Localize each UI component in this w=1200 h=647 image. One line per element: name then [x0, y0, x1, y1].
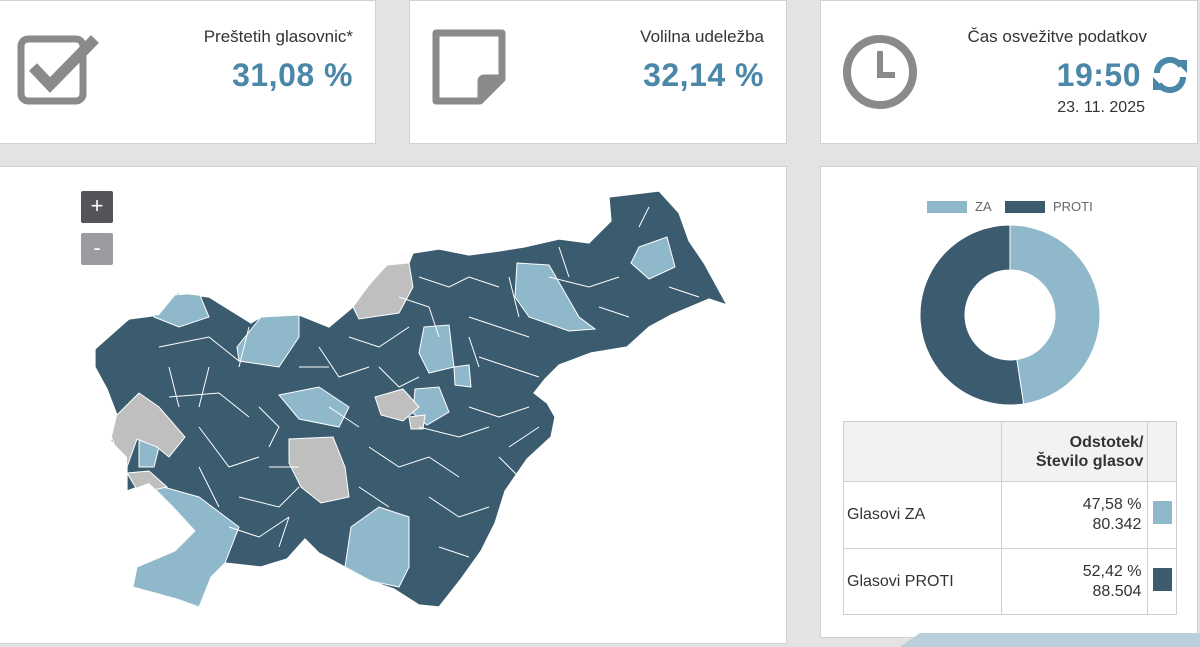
legend-za[interactable]: ZA [927, 199, 992, 214]
row-votes: 80.342 [1092, 516, 1142, 533]
row-percent: 52,42 % [1082, 562, 1142, 580]
row-label: Glasovi ZA [843, 481, 1002, 549]
legend-proti-label: PROTI [1053, 199, 1093, 214]
header-empty [843, 421, 1002, 482]
map-card: + - [0, 166, 787, 644]
counted-label: Preštetih glasovnic* [203, 27, 353, 46]
region-za[interactable] [418, 324, 455, 374]
zoom-out-button[interactable]: - [81, 233, 113, 265]
donut-slice-proti[interactable] [919, 224, 1025, 406]
legend-proti-swatch [1005, 200, 1045, 213]
note-icon [432, 29, 506, 105]
refresh-date: 23. 11. 2025 [1057, 99, 1145, 116]
clock-icon [843, 35, 917, 109]
results-header-row: Odstotek/ Število glasov [843, 421, 1177, 482]
municipality-map[interactable] [0, 167, 788, 645]
region-za[interactable] [236, 314, 300, 368]
row-label: Glasovi PROTI [843, 548, 1002, 615]
results-table: Odstotek/ Število glasov Glasovi ZA 47,5… [843, 421, 1177, 615]
header-percent-votes: Odstotek/ Število glasov [1000, 421, 1149, 482]
results-row-proti: Glasovi PROTI 52,42 % 88.504 [843, 548, 1177, 615]
counted-value: 31,08 % [232, 57, 353, 93]
region-za[interactable] [132, 482, 240, 607]
donut-slice-za[interactable] [1009, 224, 1101, 405]
header-percent: Odstotek/ [1069, 433, 1144, 451]
legend-za-swatch [927, 200, 967, 213]
turnout-label: Volilna udeležba [640, 27, 764, 46]
region-za[interactable] [514, 262, 597, 332]
stat-card-counted: Preštetih glasovnic* 31,08 % [0, 0, 376, 144]
results-card: ZA PROTI Odstotek/ Število glasov Glasov… [820, 166, 1198, 638]
stat-card-refresh: Čas osvežitve podatkov 19:50 23. 11. 202… [820, 0, 1198, 144]
refresh-time: 19:50 [1056, 57, 1141, 93]
row-votes: 88.504 [1092, 582, 1142, 600]
row-color [1147, 548, 1177, 615]
refresh-icon[interactable] [1151, 56, 1189, 94]
region-za[interactable] [453, 364, 472, 388]
header-color [1147, 421, 1177, 482]
proti-color-swatch [1152, 567, 1172, 591]
region-no-data[interactable] [374, 388, 420, 422]
region-za[interactable] [344, 506, 410, 588]
decorative-stripe [900, 633, 1200, 647]
result-donut-chart [919, 224, 1101, 406]
municipality-borders [158, 206, 700, 558]
region-no-data[interactable] [408, 414, 426, 430]
row-color [1147, 481, 1177, 549]
turnout-value: 32,14 % [643, 57, 764, 93]
za-color-swatch [1152, 501, 1172, 524]
refresh-label: Čas osvežitve podatkov [967, 27, 1147, 46]
legend-proti[interactable]: PROTI [1005, 199, 1093, 214]
row-values: 47,58 % 80.342 [1000, 481, 1149, 549]
row-values: 52,42 % 88.504 [1000, 548, 1149, 615]
header-votes: Število glasov [1035, 452, 1144, 470]
zoom-in-button[interactable]: + [81, 191, 113, 223]
legend-za-label: ZA [975, 199, 992, 214]
results-row-za: Glasovi ZA 47,58 % 80.342 [843, 481, 1177, 549]
row-percent: 47,58 % [1082, 496, 1142, 513]
stat-card-turnout: Volilna udeležba 32,14 % [409, 0, 787, 144]
region-za[interactable] [630, 236, 676, 280]
checkbox-icon [17, 35, 99, 105]
